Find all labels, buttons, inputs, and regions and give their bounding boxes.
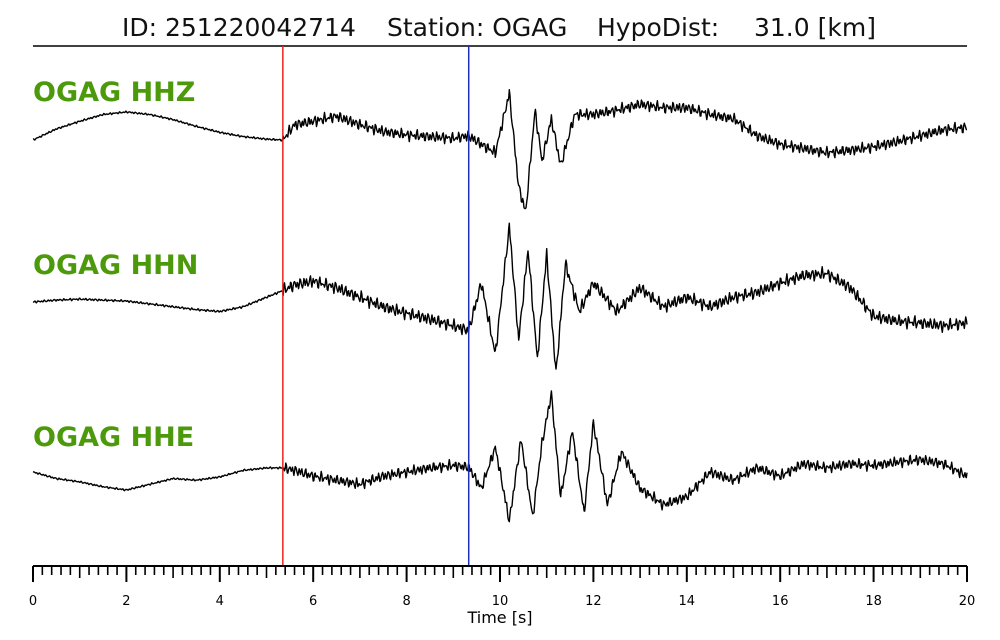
- tick-label: 8: [402, 594, 410, 609]
- tick-label: 14: [679, 594, 696, 609]
- tick-label: 12: [585, 594, 602, 609]
- traces: [32, 89, 968, 523]
- tick-label: 6: [309, 594, 317, 609]
- x-axis-label: Time [s]: [466, 608, 532, 627]
- channel-label-3: OGAG HHE: [33, 422, 194, 453]
- event-id: ID: 251220042714: [122, 13, 356, 42]
- tick-label: 20: [959, 594, 976, 609]
- time-axis: 0 2 4 6 8 10 12 14 16 18 20: [29, 565, 976, 609]
- channel-label-1: OGAG HHZ: [33, 77, 195, 108]
- tick-label: 16: [772, 594, 789, 609]
- tick-label: 2: [122, 594, 130, 609]
- hypodist-value: 31.0 [km]: [754, 13, 876, 42]
- trace-1: [32, 89, 967, 210]
- tick-label: 0: [29, 594, 37, 609]
- trace-3: [32, 390, 968, 523]
- chart-title: ID: 251220042714 Station: OGAG HypoDist:…: [122, 13, 876, 42]
- station-name: Station: OGAG: [387, 13, 567, 42]
- phase-picks: [282, 46, 470, 566]
- tick-label: 18: [865, 594, 882, 609]
- tick-label: 10: [492, 594, 509, 609]
- hypodist-label: HypoDist:: [597, 13, 719, 42]
- channel-labels: OGAG HHZ OGAG HHN OGAG HHE: [33, 77, 198, 453]
- channel-label-2: OGAG HHN: [33, 250, 198, 281]
- trace-2: [32, 222, 968, 370]
- tick-label: 4: [216, 594, 224, 609]
